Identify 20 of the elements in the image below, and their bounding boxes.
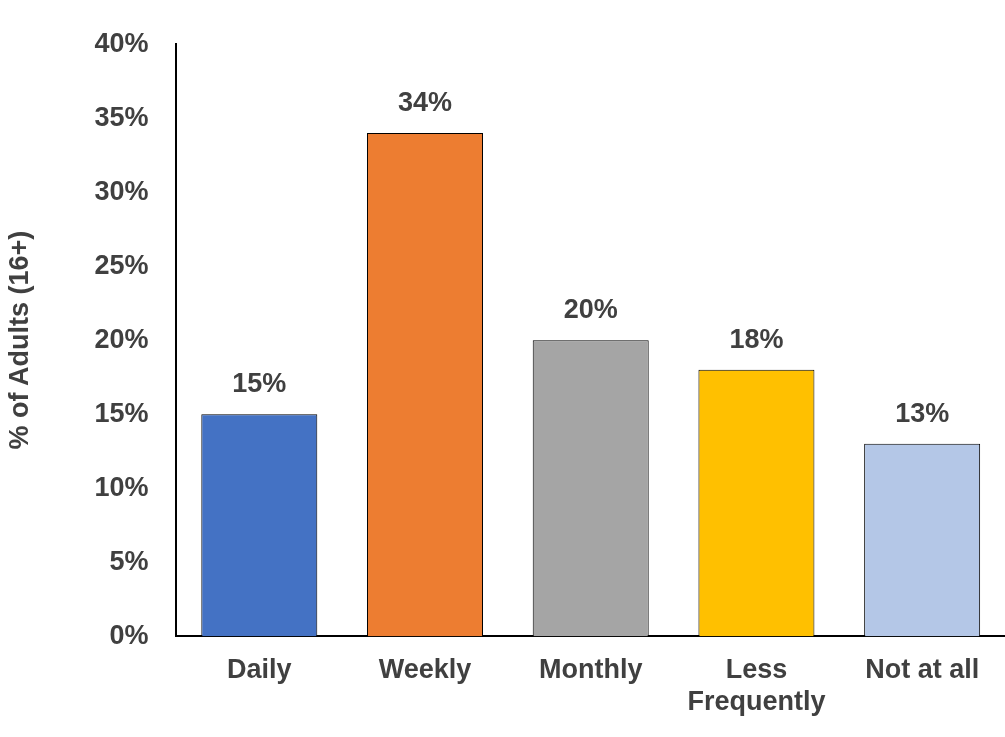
y-tick-label: 10% [94, 471, 149, 502]
y-axis-title: % of Adults (16+) [3, 230, 34, 450]
y-tick-label: 5% [109, 545, 149, 576]
data-label: 34% [397, 86, 453, 117]
data-label: 18% [729, 323, 784, 354]
x-tick-label: Not at all [865, 653, 980, 684]
x-tick-label: Weekly [378, 653, 472, 684]
data-label: 20% [563, 294, 618, 325]
x-tick-label: Less Frequently [687, 653, 826, 717]
y-tick-label: 30% [94, 175, 149, 206]
data-label: 13% [895, 397, 950, 428]
x-tick-label: Daily [227, 653, 292, 684]
y-tick-label: 35% [94, 101, 149, 132]
data-label: 15% [232, 368, 287, 399]
y-tick-label: 15% [94, 397, 149, 428]
y-tick-label: 40% [94, 27, 149, 58]
y-tick-label: 20% [94, 323, 149, 354]
y-tick-label: 25% [94, 249, 149, 280]
y-tick-label: 0% [109, 619, 149, 650]
x-tick-label: Monthly [538, 653, 643, 684]
